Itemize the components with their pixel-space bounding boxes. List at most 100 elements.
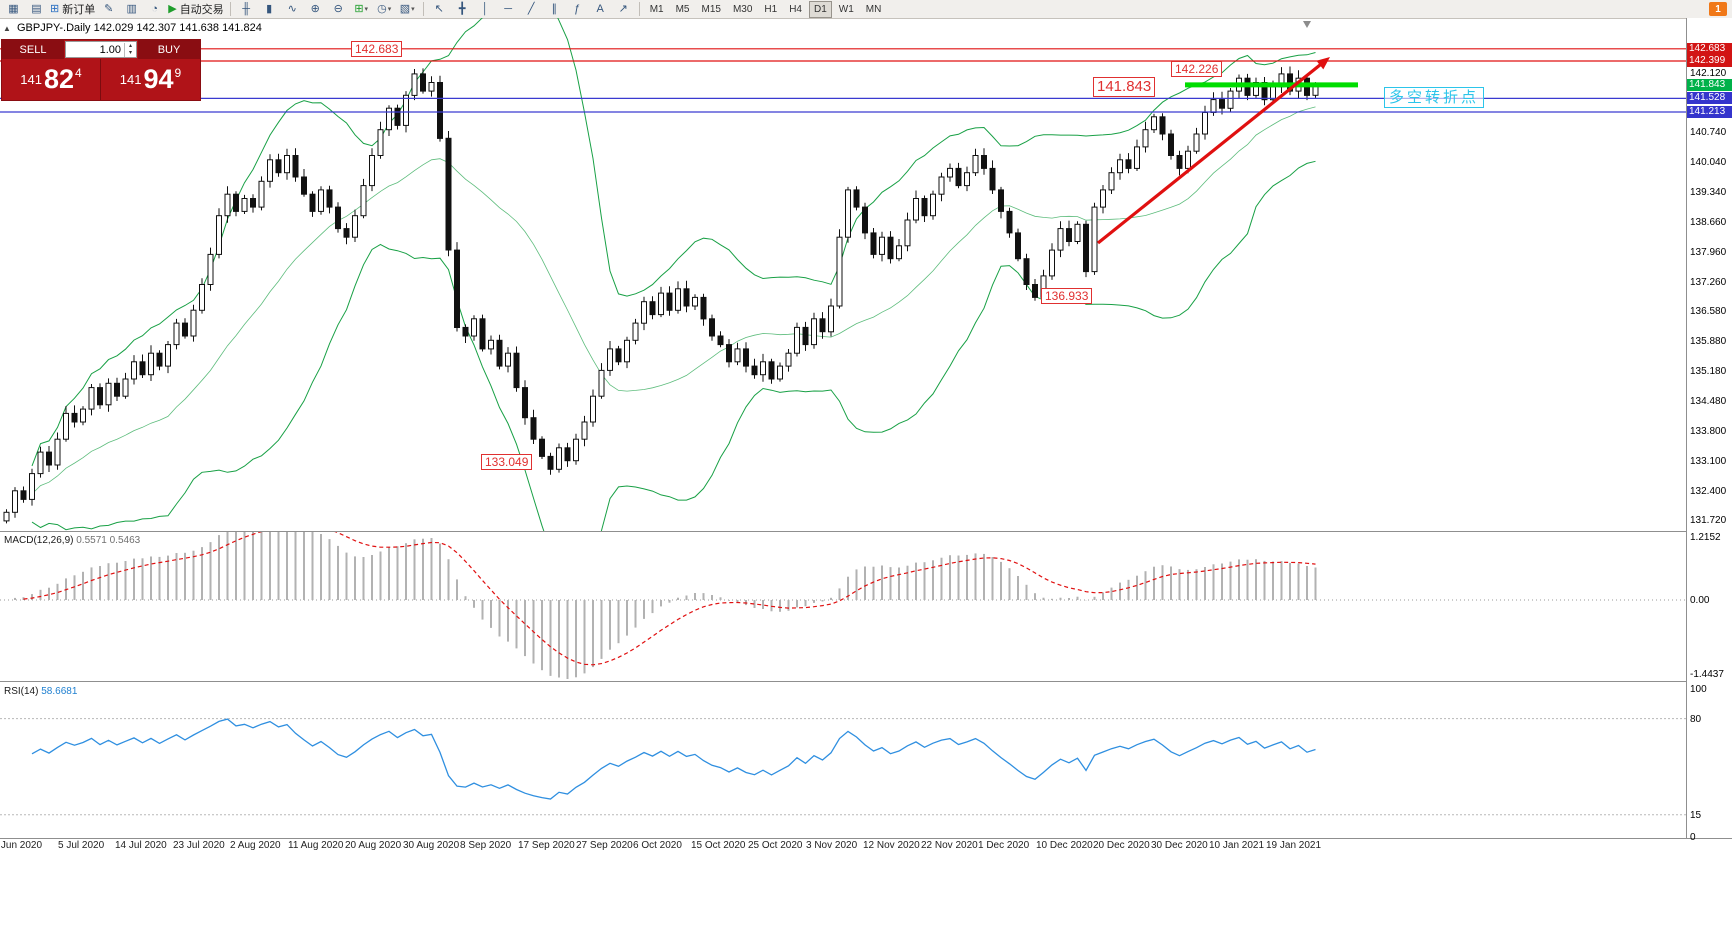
- note-turning-point[interactable]: 多空转折点: [1384, 87, 1485, 108]
- templates-icon[interactable]: ▧ ▾: [396, 1, 419, 17]
- chart-symbol: GBPJPY-.Daily: [16, 22, 91, 34]
- periods-icon[interactable]: ◷ ▾: [373, 1, 396, 17]
- timeframe-h1[interactable]: H1: [764, 3, 778, 15]
- sell-price[interactable]: 141 82 4: [2, 59, 101, 100]
- channel-icon[interactable]: ∥: [543, 1, 566, 17]
- templates-icon-dropdown-icon[interactable]: ▾: [411, 6, 415, 13]
- timeframe-m30[interactable]: M30: [732, 3, 753, 15]
- date-label: 10 Jan 2021: [1209, 840, 1265, 851]
- candlestick-chart-icon-glyph: ▮: [266, 3, 273, 15]
- rsi-scale-label: 80: [1690, 714, 1702, 725]
- price-axis[interactable]: 142.120 140.740 140.040 139.340 138.660 137.9…: [1686, 18, 1732, 843]
- date-label: 11 Aug 2020: [288, 840, 344, 851]
- crosshair-icon-glyph: ╋: [458, 3, 466, 15]
- price-scale-label: 134.480: [1690, 396, 1727, 407]
- strategy-tester-icon[interactable]: ◔: [143, 1, 166, 17]
- date-label: 10 Dec 2020: [1036, 840, 1093, 851]
- price-scale-label: 139.340: [1690, 187, 1727, 198]
- trendline-icon[interactable]: ╱: [520, 1, 543, 17]
- lot-increase-icon[interactable]: ▴: [128, 42, 132, 49]
- lot-spinner[interactable]: ▴ ▾: [124, 42, 136, 57]
- panel-separator-3: [0, 838, 1732, 839]
- level-label-142226[interactable]: 142.226: [1171, 61, 1223, 77]
- timeframe-w1[interactable]: W1: [838, 3, 854, 15]
- buy-button[interactable]: BUY: [138, 40, 200, 59]
- level-label-141843[interactable]: 141.843: [1093, 77, 1156, 97]
- lot-size-value[interactable]: 1.00: [99, 43, 121, 56]
- zoom-out-icon[interactable]: ⊖: [327, 1, 350, 17]
- crosshair-icon[interactable]: ╋: [451, 1, 474, 17]
- rsi-value: 58.6681: [41, 686, 78, 697]
- autotrading-button-label: 自动交易: [179, 4, 224, 16]
- buy-price[interactable]: 141 94 9: [101, 59, 200, 100]
- price-scale-label: 136.580: [1690, 306, 1727, 317]
- rsi-name: RSI(14): [4, 686, 39, 697]
- rsi-label: RSI(14) 58.6681: [4, 686, 77, 697]
- notification-badge[interactable]: 1: [1709, 2, 1727, 16]
- text-icon[interactable]: A: [589, 1, 612, 17]
- date-label: 20 Dec 2020: [1093, 840, 1150, 851]
- timeframe-m15[interactable]: M15: [701, 3, 721, 15]
- collapse-panel-icon[interactable]: ▲: [3, 24, 11, 33]
- vertical-line-icon[interactable]: │: [474, 1, 497, 17]
- cursor-icon-glyph: ↖: [434, 3, 444, 15]
- time-axis[interactable]: 25 Jun 2020 5 Jul 2020 14 Jul 2020 23 Jul 2…: [0, 840, 1686, 856]
- timeframe-d1[interactable]: D1: [809, 0, 832, 18]
- terminal-icon-glyph: ▥: [126, 3, 137, 15]
- timeframe-h4[interactable]: H4: [789, 3, 802, 15]
- horizontal-line-icon-glyph: ─: [504, 3, 513, 15]
- periods-icon-dropdown-icon[interactable]: ▾: [387, 6, 392, 13]
- zoom-in-icon[interactable]: ⊕: [304, 1, 327, 17]
- date-label: 22 Nov 2020: [921, 840, 978, 851]
- price-scale-label: 132.400: [1690, 486, 1727, 497]
- date-label: 5 Jul 2020: [58, 840, 105, 851]
- candlestick-chart-icon[interactable]: ▮: [258, 1, 281, 17]
- chart-ohlc-values: 142.029 142.307 141.638 141.824: [93, 22, 262, 34]
- date-label: 2 Aug 2020: [230, 840, 281, 851]
- rsi-canvas[interactable]: [0, 682, 1686, 837]
- autotrading-button[interactable]: ▶ 自动交易: [166, 1, 225, 17]
- level-label-136933[interactable]: 136.933: [1041, 288, 1093, 304]
- timeframe-m5[interactable]: M5: [675, 3, 690, 15]
- date-label: 3 Nov 2020: [806, 840, 858, 851]
- date-label: 12 Nov 2020: [863, 840, 920, 851]
- arrows-icon[interactable]: ↗: [612, 1, 635, 17]
- timeframe-mn[interactable]: MN: [865, 3, 882, 15]
- sell-price-fraction: 4: [75, 65, 82, 80]
- rsi-scale-label: 100: [1690, 684, 1707, 695]
- terminal-icon[interactable]: ▥: [120, 1, 143, 17]
- lot-decrease-icon[interactable]: ▾: [128, 49, 132, 56]
- profiles-icon-glyph: ▤: [31, 3, 42, 15]
- metaeditor-icon[interactable]: ✎: [97, 1, 120, 17]
- sell-button[interactable]: SELL: [2, 40, 64, 59]
- macd-canvas[interactable]: [0, 532, 1686, 680]
- horizontal-line-icon[interactable]: ─: [497, 1, 520, 17]
- toolbar-separator-2: [422, 2, 424, 16]
- line-chart-icon[interactable]: ∿: [281, 1, 304, 17]
- panel-separator-1[interactable]: [0, 531, 1732, 532]
- price-scale-label: 137.260: [1690, 277, 1727, 288]
- panel-separator-2[interactable]: [0, 681, 1732, 682]
- new-order-button[interactable]: ⊞ 新订单: [48, 1, 97, 17]
- date-label: 30 Dec 2020: [1151, 840, 1208, 851]
- timeframe-m1[interactable]: M1: [649, 3, 664, 15]
- bar-chart-icon[interactable]: ╫: [235, 1, 258, 17]
- zoom-in-icon-glyph: ⊕: [310, 3, 320, 15]
- profiles-icon[interactable]: ▤: [25, 1, 48, 17]
- indicators-icon-dropdown-icon[interactable]: ▾: [364, 6, 369, 13]
- level-label-133049[interactable]: 133.049: [481, 454, 533, 470]
- lot-size-field[interactable]: 1.00 ▴ ▾: [65, 41, 137, 58]
- main-chart-canvas[interactable]: [0, 18, 1686, 531]
- price-scale-label: 138.660: [1690, 217, 1727, 228]
- price-tag-141213: 141.213: [1687, 106, 1732, 118]
- price-scale-label: 140.740: [1690, 127, 1727, 138]
- level-label-142683[interactable]: 142.683: [351, 41, 403, 57]
- macd-scale-label: 0.00: [1690, 595, 1710, 606]
- macd-name: MACD(12,26,9): [4, 535, 74, 546]
- new-chart-icon[interactable]: ▦: [2, 1, 25, 17]
- cursor-icon[interactable]: ↖: [428, 1, 451, 17]
- indicators-icon[interactable]: ⊞ ▾: [350, 1, 373, 17]
- date-label: 14 Jul 2020: [115, 840, 167, 851]
- date-label: 30 Aug 2020: [403, 840, 460, 851]
- fibonacci-icon[interactable]: ƒ: [566, 1, 589, 17]
